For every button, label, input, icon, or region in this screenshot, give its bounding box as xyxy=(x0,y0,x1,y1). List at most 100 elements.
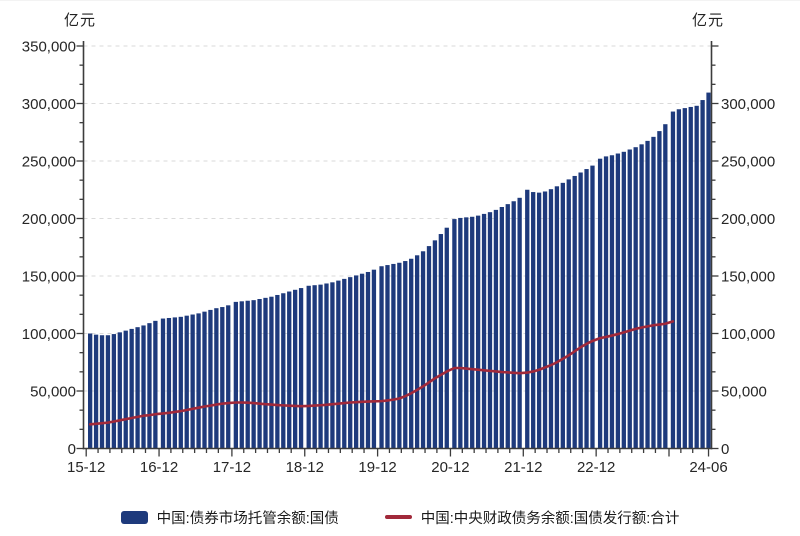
bar xyxy=(172,317,178,449)
y-tick-label-left: 350,000 xyxy=(22,39,76,56)
y-tick-label-left: 300,000 xyxy=(22,96,76,113)
bar xyxy=(202,311,207,449)
x-tick-label: 19-12 xyxy=(358,459,396,476)
bar xyxy=(371,269,377,449)
bar xyxy=(263,297,268,449)
bar xyxy=(560,182,565,449)
legend-item-issuance-total: 中国:中央财政债务余额:国债发行额:合计 xyxy=(384,507,679,528)
bar xyxy=(397,262,402,449)
x-tick-label: 21-12 xyxy=(504,459,542,476)
bar xyxy=(464,217,469,449)
bar xyxy=(470,216,475,449)
bar xyxy=(281,293,286,449)
issuance-line xyxy=(88,320,675,426)
bar xyxy=(353,275,359,449)
y-tick-label-left: 50,000 xyxy=(30,384,76,401)
bar xyxy=(348,277,353,449)
bar xyxy=(676,109,682,449)
bar xyxy=(615,153,621,449)
bar xyxy=(287,291,292,449)
bar xyxy=(141,325,146,449)
x-tick-label: 20-12 xyxy=(431,459,469,476)
bar xyxy=(621,151,626,449)
bar xyxy=(700,100,705,449)
bar xyxy=(214,308,219,449)
bar xyxy=(251,300,256,449)
bar xyxy=(657,131,662,449)
bar xyxy=(403,261,408,449)
bar xyxy=(633,147,638,449)
bar xyxy=(318,284,323,449)
legend-label-custody-balance: 中国:债券市场托管余额:国债 xyxy=(156,510,339,527)
bar xyxy=(670,111,676,449)
legend-item-custody-balance: 中国:债券市场托管余额:国债 xyxy=(120,507,339,528)
bar xyxy=(111,334,117,449)
x-ticks xyxy=(85,448,710,457)
bar xyxy=(153,320,158,449)
bar xyxy=(542,191,548,449)
y-tick-label-left: 0 xyxy=(68,441,76,458)
bar xyxy=(414,255,420,449)
bar xyxy=(105,335,111,449)
bar xyxy=(99,335,105,449)
bar xyxy=(566,179,571,449)
bar xyxy=(663,124,668,449)
bar xyxy=(458,217,463,449)
bar xyxy=(184,315,189,449)
bar xyxy=(481,213,487,449)
y-tick-label-right: 150,000 xyxy=(721,269,775,286)
y-unit-right-label: 亿元 xyxy=(692,12,725,29)
bar xyxy=(117,332,122,449)
bar xyxy=(359,273,365,449)
bar xyxy=(578,172,583,449)
x-tick-labels: 15-12 16-12 17-12 18-12 19-12 20-12 21-12 22-12… xyxy=(67,459,728,476)
bar xyxy=(645,140,650,449)
y-tick-label-right: 100,000 xyxy=(721,326,775,343)
y-tick-label-left: 200,000 xyxy=(22,211,76,228)
bars-series xyxy=(88,92,711,449)
bar xyxy=(493,209,499,449)
bar xyxy=(269,296,274,449)
bar xyxy=(239,301,244,449)
bar xyxy=(531,192,536,449)
bar xyxy=(257,299,262,449)
y-tick-label-left: 150,000 xyxy=(22,269,76,286)
bar xyxy=(584,169,589,449)
bar xyxy=(627,149,632,449)
bar xyxy=(385,265,390,449)
bar xyxy=(639,144,644,449)
bar xyxy=(420,251,426,449)
bar xyxy=(330,282,335,449)
bar xyxy=(694,105,699,449)
legend: 中国:债券市场托管余额:国债 中国:中央财政债务余额:国债发行额:合计 xyxy=(0,502,800,532)
bar xyxy=(475,215,481,449)
line-series-swatch xyxy=(384,515,412,519)
bar xyxy=(517,197,522,449)
bar xyxy=(505,204,510,449)
x-tick-label: 15-12 xyxy=(67,459,105,476)
y-tick-label-right: 250,000 xyxy=(721,154,775,171)
bar xyxy=(511,201,516,449)
bar xyxy=(379,266,384,449)
x-tick-label: 22-12 xyxy=(577,459,615,476)
bar xyxy=(438,234,443,449)
bar xyxy=(536,192,542,449)
bar xyxy=(129,328,134,449)
bar xyxy=(444,227,449,449)
bar xyxy=(688,106,693,449)
x-tick-label: 17-12 xyxy=(213,459,251,476)
x-tick-label: 24-06 xyxy=(689,459,727,476)
y-tick-label-left: 250,000 xyxy=(22,154,76,171)
bar xyxy=(487,212,493,449)
y-tick-label-right: 0 xyxy=(721,441,729,458)
y-tick-label-right: 200,000 xyxy=(721,211,775,228)
bar xyxy=(432,240,438,449)
y-tick-label-right: 300,000 xyxy=(721,96,775,113)
bar xyxy=(178,316,183,449)
bar xyxy=(342,278,347,449)
bar xyxy=(293,289,298,449)
bar xyxy=(706,92,711,449)
bar xyxy=(651,136,656,449)
